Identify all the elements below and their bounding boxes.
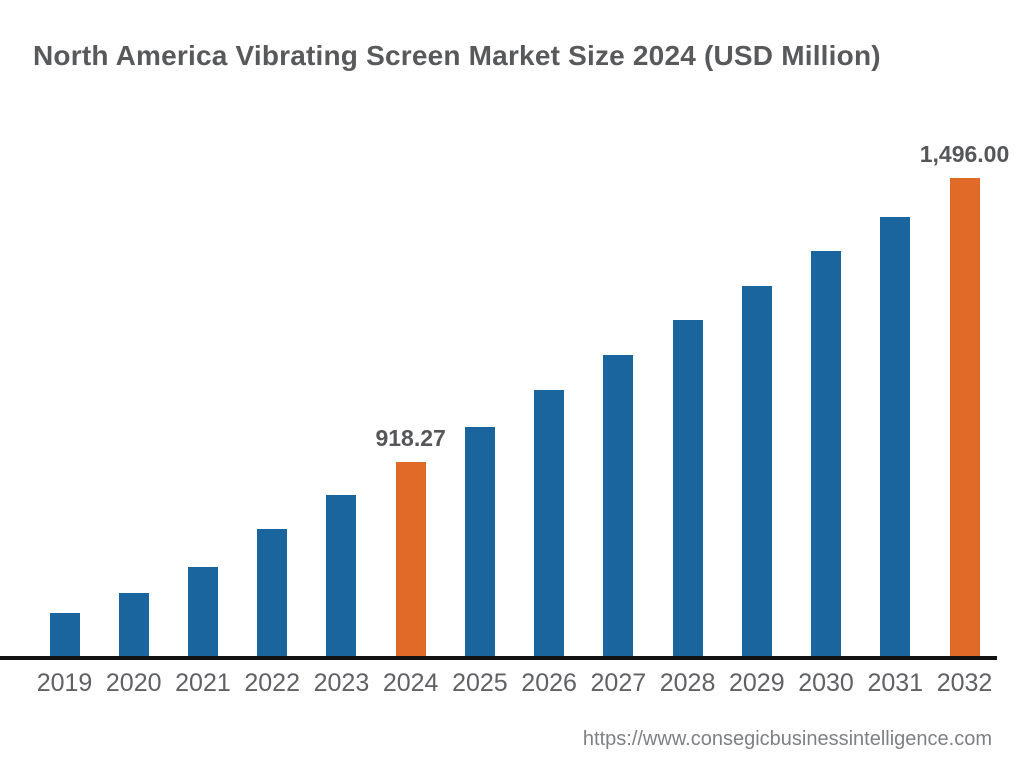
bar-2021: [187, 567, 218, 656]
x-tick-2028: 2028: [659, 669, 716, 697]
bar-2027: [603, 355, 634, 656]
x-axis-line: [0, 656, 997, 660]
source-url: https://www.consegicbusinessintelligence…: [582, 728, 992, 750]
value-label-2024: 918.27: [375, 425, 446, 451]
bar-2029: [741, 286, 772, 656]
bar-2026: [534, 390, 565, 656]
x-tick-2027: 2027: [590, 669, 647, 697]
bar-2024: [395, 462, 426, 656]
bar-2023: [326, 495, 357, 656]
x-tick-2022: 2022: [244, 669, 300, 697]
x-tick-2019: 2019: [36, 669, 93, 697]
x-tick-2031: 2031: [867, 669, 924, 697]
bar-2032: [949, 178, 980, 656]
bar-2025: [464, 427, 495, 656]
x-tick-2029: 2029: [728, 669, 785, 697]
chart-title: North America Vibrating Screen Market Si…: [33, 40, 881, 71]
x-tick-2024: 2024: [382, 669, 439, 697]
bar-2030: [811, 251, 842, 656]
bar-2028: [672, 320, 703, 656]
bar-2031: [880, 217, 911, 656]
x-tick-2032: 2032: [936, 669, 993, 697]
x-tick-2025: 2025: [452, 669, 508, 697]
x-tick-2030: 2030: [798, 669, 854, 697]
x-tick-2026: 2026: [521, 669, 577, 697]
bar-2020: [118, 593, 149, 656]
x-tick-2021: 2021: [175, 669, 231, 697]
bar-2019: [49, 613, 80, 656]
x-tick-2023: 2023: [313, 669, 370, 697]
bar-2022: [257, 529, 288, 656]
value-label-2032: 1,496.00: [919, 141, 1010, 167]
x-tick-2020: 2020: [105, 669, 162, 697]
